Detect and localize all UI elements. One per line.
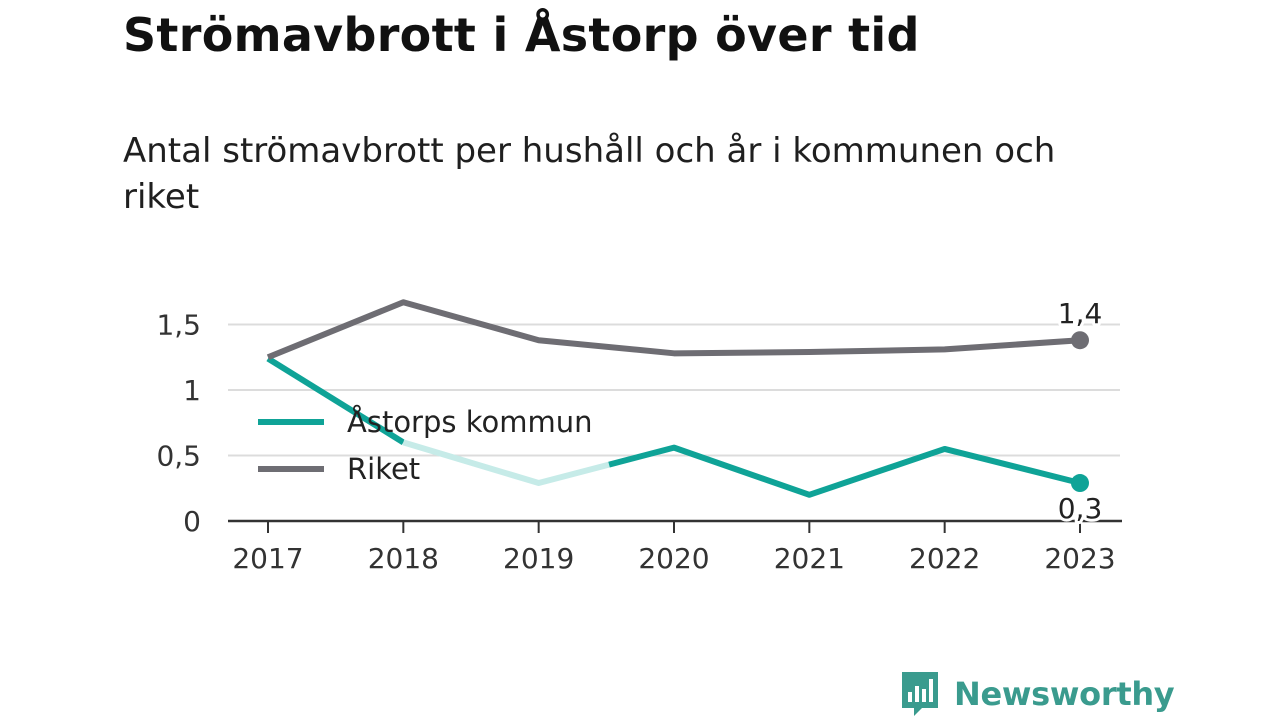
bar-chart-speech-bubble-icon	[902, 672, 938, 716]
x-tick-label: 2023	[1044, 542, 1115, 575]
legend-label-riket: Riket	[347, 452, 420, 486]
x-tick-label: 2018	[368, 542, 439, 575]
y-tick-label: 0,5	[156, 440, 201, 473]
newsworthy-logo: Newsworthy	[900, 668, 1175, 720]
series-astorp-line	[266, 356, 405, 445]
series-astorp-line-faded	[402, 439, 610, 487]
y-tick-label: 0	[183, 505, 201, 538]
astorp-end-label: 0,3	[1058, 492, 1103, 525]
legend-label-astorp: Åstorps kommun	[347, 405, 592, 439]
riket-end-label: 1,4	[1058, 297, 1103, 330]
series-lines	[266, 299, 1089, 498]
y-tick-label: 1,5	[156, 309, 201, 342]
series-astorp-end-point	[1071, 474, 1089, 493]
x-tick-label: 2019	[503, 542, 574, 575]
y-tick-label: 1	[183, 374, 201, 407]
brand-name: Newsworthy	[954, 675, 1175, 713]
chart-title: Strömavbrott i Åstorp över tid	[123, 8, 920, 62]
x-tick-label: 2021	[774, 542, 845, 575]
legend: Åstorps kommun Riket	[258, 405, 592, 486]
chart-subtitle: Antal strömavbrott per hushåll och år i …	[123, 131, 1056, 217]
x-axis: 2017 2018 2019 2020 2021 2022 2023	[228, 519, 1122, 575]
x-tick-label: 2022	[909, 542, 980, 575]
y-axis-ticks: 0 0,5 1 1,5	[156, 309, 201, 539]
series-astorp-line	[608, 444, 1081, 498]
x-tick-label: 2017	[232, 542, 303, 575]
end-labels: 1,4 0,3	[1055, 294, 1106, 528]
series-riket-line	[266, 299, 1081, 361]
x-tick-label: 2020	[638, 542, 709, 575]
series-riket-end-point	[1071, 331, 1089, 350]
